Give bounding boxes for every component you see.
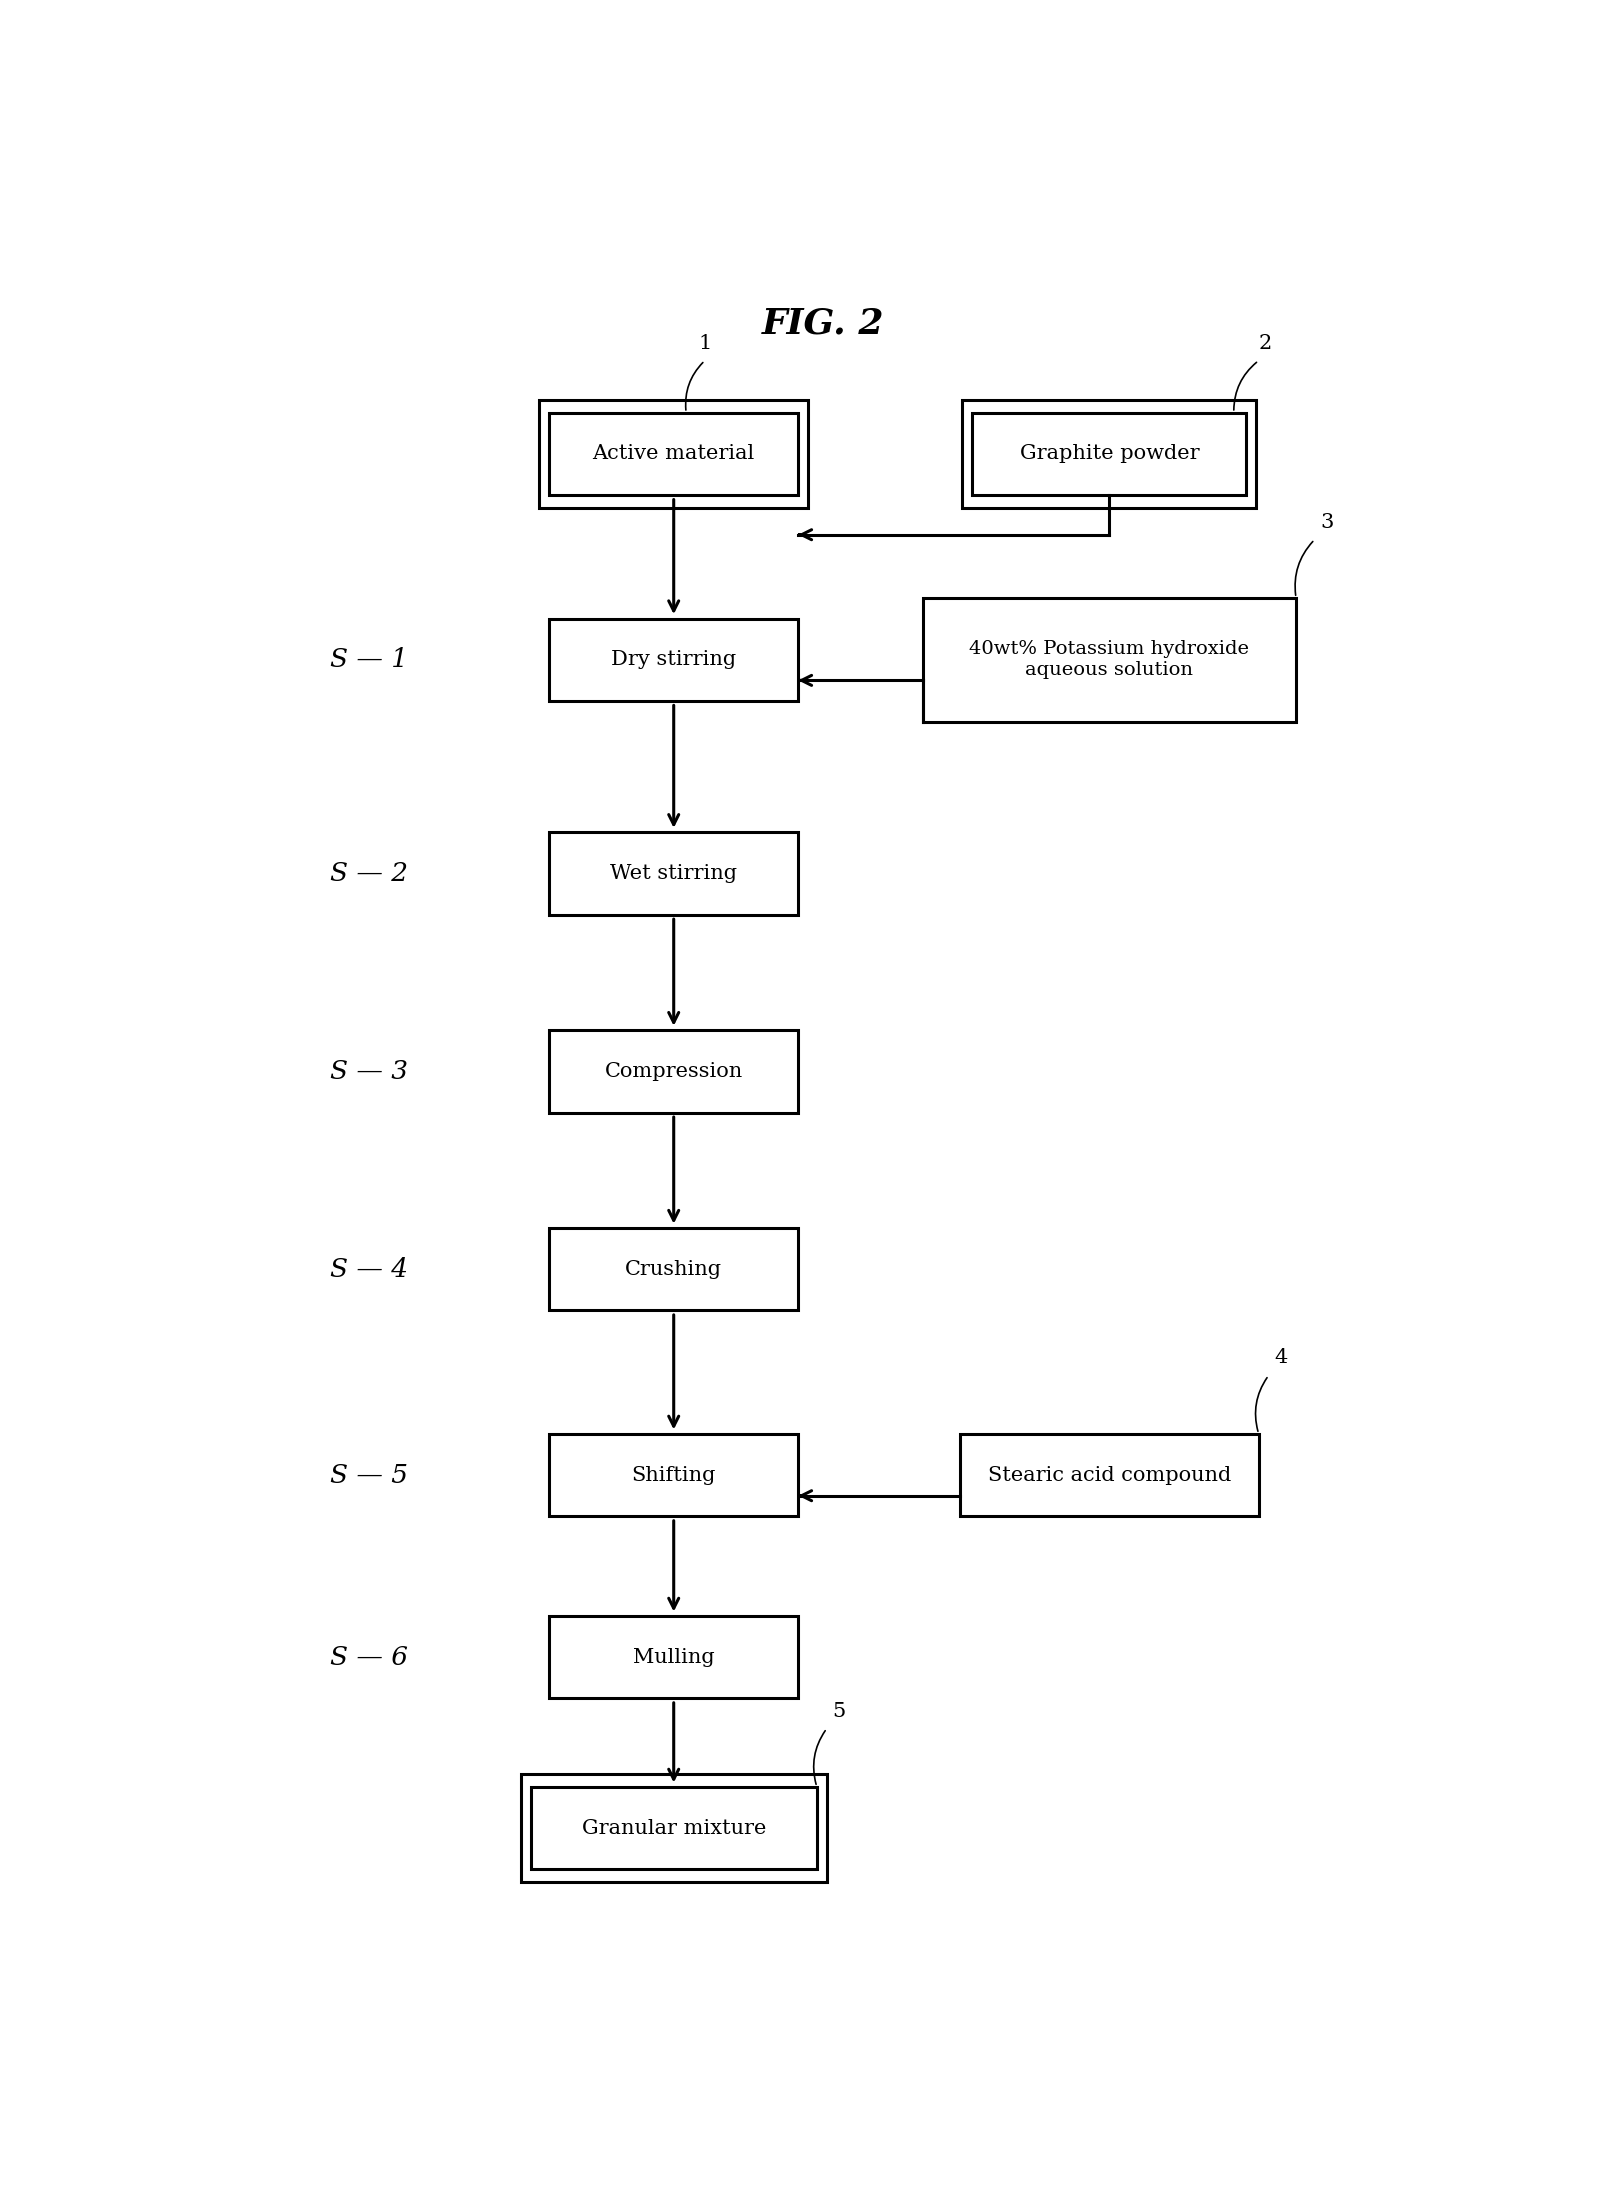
Bar xyxy=(549,1030,798,1113)
Text: S — 2: S — 2 xyxy=(329,860,408,887)
Text: Granular mixture: Granular mixture xyxy=(581,1819,766,1837)
Bar xyxy=(549,414,798,495)
Text: S — 5: S — 5 xyxy=(329,1463,408,1487)
Text: Mulling: Mulling xyxy=(632,1648,714,1668)
Text: 3: 3 xyxy=(1319,513,1334,532)
Text: Crushing: Crushing xyxy=(624,1261,722,1278)
Bar xyxy=(961,400,1255,508)
Bar xyxy=(921,598,1295,722)
Bar xyxy=(960,1434,1258,1516)
Bar xyxy=(549,832,798,915)
Text: S — 4: S — 4 xyxy=(329,1256,408,1283)
Text: S — 3: S — 3 xyxy=(329,1058,408,1085)
Text: 4: 4 xyxy=(1274,1349,1287,1368)
Text: 1: 1 xyxy=(698,334,711,352)
Bar xyxy=(549,1228,798,1311)
Text: S — 1: S — 1 xyxy=(329,647,408,673)
Bar xyxy=(973,414,1245,495)
Bar xyxy=(549,1434,798,1516)
Text: Wet stirring: Wet stirring xyxy=(610,865,737,882)
Bar xyxy=(530,1786,817,1870)
Text: S — 6: S — 6 xyxy=(329,1646,408,1670)
Bar xyxy=(549,618,798,702)
Text: Graphite powder: Graphite powder xyxy=(1019,444,1199,464)
Text: Stearic acid compound: Stearic acid compound xyxy=(987,1465,1229,1485)
Text: 2: 2 xyxy=(1257,334,1271,352)
Text: Shifting: Shifting xyxy=(631,1465,716,1485)
Text: 40wt% Potassium hydroxide
aqueous solution: 40wt% Potassium hydroxide aqueous soluti… xyxy=(969,640,1249,680)
Text: Active material: Active material xyxy=(592,444,754,464)
Bar xyxy=(539,400,807,508)
Text: 5: 5 xyxy=(831,1701,846,1720)
Bar xyxy=(520,1775,827,1881)
Text: FIG. 2: FIG. 2 xyxy=(761,306,884,341)
Text: Compression: Compression xyxy=(603,1063,743,1080)
Bar xyxy=(549,1617,798,1698)
Text: Dry stirring: Dry stirring xyxy=(612,651,735,669)
